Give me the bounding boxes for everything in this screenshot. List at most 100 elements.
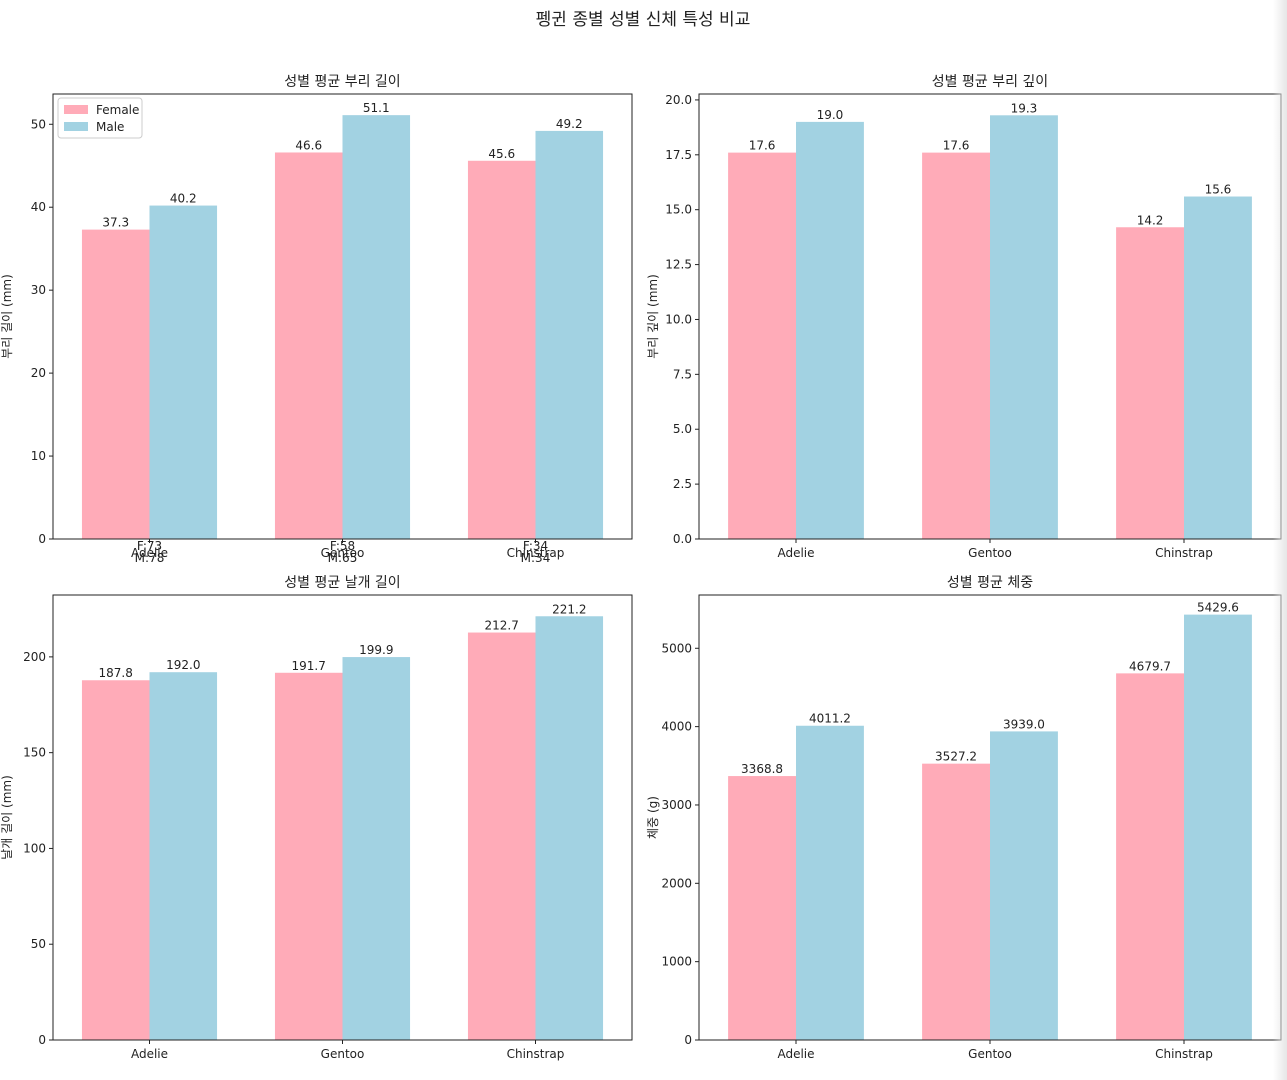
x-tick-label: Chinstrap bbox=[1155, 546, 1213, 560]
x-tick-label: Adelie bbox=[131, 1047, 168, 1061]
chart-panel-2: 17.6 17.6 14.2 19.0 19.3 15.6 0.0 2.5 5.0 7.5 10.0… bbox=[646, 74, 1282, 560]
chart-title: 성별 평균 부리 길이 bbox=[284, 74, 400, 90]
legend-label-female: Female bbox=[96, 103, 139, 117]
x-tick-label: Chinstrap bbox=[507, 1047, 565, 1061]
bar-male-chinstrap bbox=[535, 616, 604, 1040]
bar-female-adelie bbox=[81, 680, 150, 1040]
chart-panel-4: 3368.8 3527.2 4679.7 4011.2 3939.0 5429.6 0 100… bbox=[646, 575, 1282, 1061]
legend-swatch-female bbox=[64, 105, 88, 114]
bar-female-chinstrap bbox=[467, 160, 536, 539]
bar-value-label: 14.2 bbox=[1137, 213, 1164, 227]
bar-female-chinstrap bbox=[1116, 673, 1184, 1040]
bar-value-label: 3939.0 bbox=[1003, 717, 1045, 731]
bar-value-label: 37.3 bbox=[102, 216, 129, 230]
y-axis-label: 날개 길이 (mm) bbox=[0, 775, 14, 860]
bar-male-gentoo bbox=[990, 115, 1058, 539]
x-tick-label: Chinstrap bbox=[1155, 1047, 1213, 1061]
bar-value-label: 212.7 bbox=[485, 619, 519, 633]
y-axis-label: 부리 길이 (mm) bbox=[0, 274, 14, 359]
bar-value-label: 40.2 bbox=[170, 192, 197, 206]
y-tick-label: 20 bbox=[31, 366, 46, 380]
x-tick-label: Gentoo bbox=[321, 1047, 365, 1061]
bar-female-adelie bbox=[728, 152, 796, 539]
bar-value-label: 5429.6 bbox=[1197, 601, 1239, 615]
chart-panel-1: 37.3 46.6 45.6 40.2 51.1 49.2 0 10 20 30 40 50 Adeli… bbox=[0, 74, 633, 565]
chart-panels: 37.3 46.6 45.6 40.2 51.1 49.2 0 10 20 30 40 50 Adeli… bbox=[0, 74, 1282, 1061]
bar-value-label: 45.6 bbox=[488, 147, 515, 161]
bar-female-adelie bbox=[81, 229, 150, 539]
bar-female-gentoo bbox=[274, 152, 343, 539]
bar-female-adelie bbox=[728, 776, 796, 1040]
bar-value-label: 15.6 bbox=[1205, 183, 1232, 197]
y-tick-label: 30 bbox=[31, 283, 46, 297]
y-tick-label: 50 bbox=[31, 937, 46, 951]
x-tick-label: Gentoo bbox=[321, 546, 365, 560]
bar-value-label: 17.6 bbox=[943, 139, 970, 153]
chart-title: 성별 평균 체중 bbox=[947, 575, 1033, 591]
y-tick-label: 2.5 bbox=[673, 477, 692, 491]
bar-male-adelie bbox=[796, 725, 864, 1040]
bar-male-gentoo bbox=[990, 731, 1058, 1040]
y-tick-label: 40 bbox=[31, 200, 46, 214]
bar-value-label: 221.2 bbox=[552, 602, 586, 616]
chart-title: 성별 평균 날개 길이 bbox=[284, 575, 400, 591]
y-tick-label: 7.5 bbox=[673, 367, 692, 381]
bar-male-gentoo bbox=[342, 115, 411, 540]
bar-value-label: 199.9 bbox=[359, 643, 393, 657]
bar-value-label: 3527.2 bbox=[935, 750, 977, 764]
bar-value-label: 3368.8 bbox=[741, 762, 783, 776]
x-tick-label: Gentoo bbox=[968, 1047, 1012, 1061]
bar-male-adelie bbox=[149, 672, 218, 1040]
sample-count-female: F:34 bbox=[523, 539, 548, 553]
bar-value-label: 17.6 bbox=[749, 139, 776, 153]
sample-count-male: M:65 bbox=[328, 551, 358, 565]
y-tick-label: 100 bbox=[23, 841, 46, 855]
y-tick-label: 5.0 bbox=[673, 422, 692, 436]
bar-value-label: 192.0 bbox=[166, 658, 200, 672]
sample-count-female: F:73 bbox=[137, 539, 162, 553]
figure-title: 펭귄 종별 성별 신체 특성 비교 bbox=[536, 10, 751, 30]
y-tick-label: 50 bbox=[31, 117, 46, 131]
y-tick-label: 200 bbox=[23, 650, 46, 664]
chart-panel-3: 187.8 191.7 212.7 192.0 199.9 221.2 0 50 100 150 2… bbox=[0, 575, 633, 1061]
y-tick-label: 12.5 bbox=[665, 258, 692, 272]
bar-male-gentoo bbox=[342, 657, 411, 1040]
y-tick-label: 4000 bbox=[661, 720, 692, 734]
bar-value-label: 49.2 bbox=[556, 117, 583, 131]
sample-count-female: F:58 bbox=[330, 539, 355, 553]
y-tick-label: 10.0 bbox=[665, 312, 692, 326]
y-axis-label: 체중 (g) bbox=[646, 796, 660, 839]
bar-value-label: 191.7 bbox=[292, 659, 326, 673]
bar-value-label: 51.1 bbox=[363, 101, 390, 115]
legend-swatch-male bbox=[64, 122, 88, 131]
bar-male-chinstrap bbox=[535, 130, 604, 540]
y-axis-label: 부리 깊이 (mm) bbox=[646, 274, 660, 359]
y-tick-label: 2000 bbox=[661, 876, 692, 890]
x-tick-label: Chinstrap bbox=[507, 546, 565, 560]
bar-value-label: 19.0 bbox=[817, 108, 844, 122]
x-tick-label: Adelie bbox=[777, 1047, 814, 1061]
sample-count-male: M:78 bbox=[135, 551, 165, 565]
bar-value-label: 4679.7 bbox=[1129, 659, 1171, 673]
legend-label-male: Male bbox=[96, 120, 124, 134]
bar-male-adelie bbox=[796, 121, 864, 539]
bar-value-label: 19.3 bbox=[1011, 101, 1038, 115]
y-tick-label: 15.0 bbox=[665, 203, 692, 217]
y-tick-label: 1000 bbox=[661, 955, 692, 969]
x-tick-label: Gentoo bbox=[968, 546, 1012, 560]
bar-value-label: 4011.2 bbox=[809, 712, 851, 726]
bar-female-chinstrap bbox=[467, 632, 536, 1040]
y-tick-label: 20.0 bbox=[665, 93, 692, 107]
y-tick-label: 5000 bbox=[661, 641, 692, 655]
y-tick-label: 0 bbox=[38, 532, 46, 546]
bar-male-adelie bbox=[149, 205, 218, 540]
bar-value-label: 187.8 bbox=[99, 666, 133, 680]
right-edge-shadow bbox=[1273, 0, 1287, 1080]
y-tick-label: 10 bbox=[31, 449, 46, 463]
bar-female-gentoo bbox=[922, 763, 990, 1040]
bar-male-chinstrap bbox=[1184, 614, 1252, 1040]
bar-male-chinstrap bbox=[1184, 196, 1252, 539]
y-tick-label: 0.0 bbox=[673, 532, 692, 546]
legend: Female Male bbox=[57, 97, 143, 139]
chart-title: 성별 평균 부리 깊이 bbox=[932, 74, 1048, 90]
